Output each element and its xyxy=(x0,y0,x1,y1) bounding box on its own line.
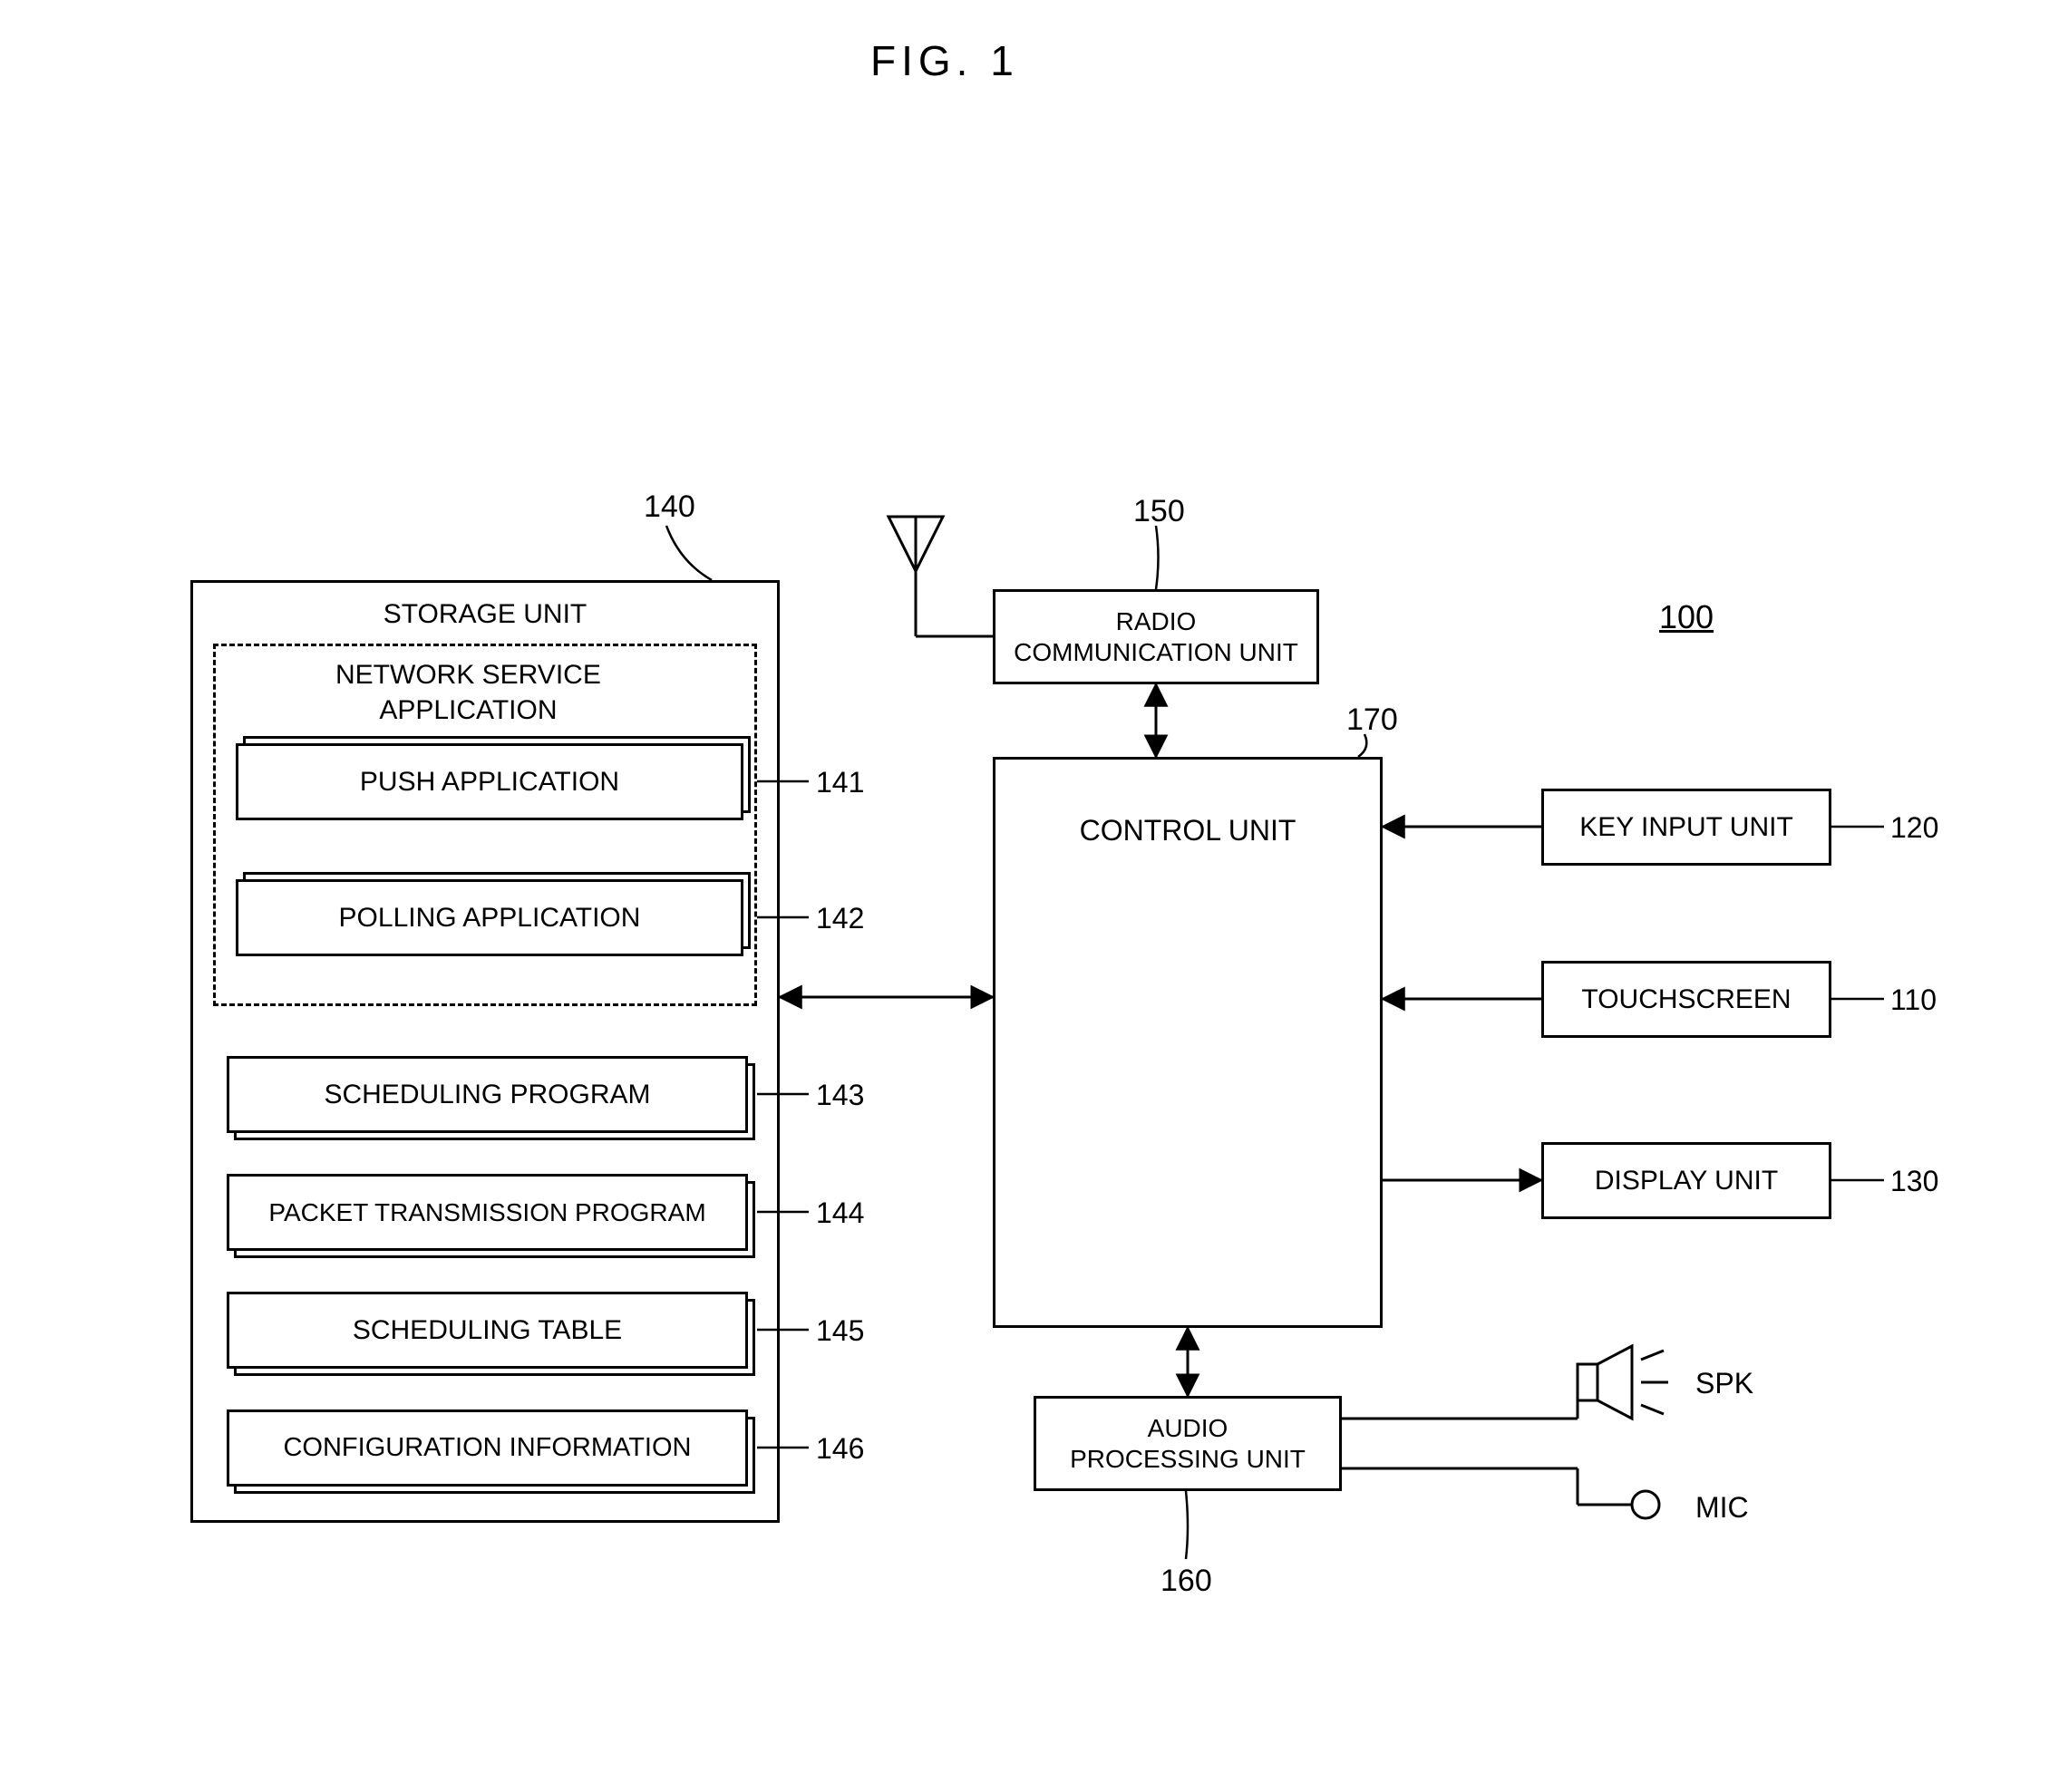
push-ref: 141 xyxy=(816,766,864,799)
polling-ref: 142 xyxy=(816,902,864,935)
scheduling-program-label: SCHEDULING PROGRAM xyxy=(324,1080,650,1110)
display-unit-label: DISPLAY UNIT xyxy=(1595,1166,1778,1196)
display-unit-box: DISPLAY UNIT xyxy=(1541,1142,1831,1219)
control-unit-box: CONTROL UNIT xyxy=(993,757,1383,1328)
main-ref-100: 100 xyxy=(1659,598,1714,636)
storage-unit-title: STORAGE UNIT xyxy=(384,599,587,630)
config-info-label: CONFIGURATION INFORMATION xyxy=(283,1433,691,1463)
scheduling-table-box: SCHEDULING TABLE xyxy=(227,1292,748,1369)
radio-communication-unit-box: RADIO COMMUNICATION UNIT xyxy=(993,589,1319,684)
config-ref: 146 xyxy=(816,1432,864,1466)
audio-ref: 160 xyxy=(1160,1564,1212,1599)
key-input-label: KEY INPUT UNIT xyxy=(1579,812,1793,843)
sched-table-ref: 145 xyxy=(816,1314,864,1348)
mic-label: MIC xyxy=(1695,1491,1749,1525)
configuration-information-box: CONFIGURATION INFORMATION xyxy=(227,1409,748,1487)
sched-prog-ref: 143 xyxy=(816,1079,864,1112)
storage-unit-ref: 140 xyxy=(644,489,695,525)
touchscreen-ref: 110 xyxy=(1890,983,1937,1017)
packet-tx-label: PACKET TRANSMISSION PROGRAM xyxy=(268,1198,705,1227)
control-ref: 170 xyxy=(1346,702,1398,738)
packet-transmission-program-box: PACKET TRANSMISSION PROGRAM xyxy=(227,1174,748,1251)
control-unit-label: CONTROL UNIT xyxy=(1080,814,1296,848)
figure-title: FIG. 1 xyxy=(870,36,1019,85)
scheduling-table-label: SCHEDULING TABLE xyxy=(353,1315,622,1346)
radio-label: RADIO COMMUNICATION UNIT xyxy=(1014,606,1298,667)
push-application-label: PUSH APPLICATION xyxy=(360,767,619,798)
pkt-tx-ref: 144 xyxy=(816,1196,864,1230)
radio-ref: 150 xyxy=(1133,494,1185,529)
speaker-icon xyxy=(1578,1346,1668,1419)
nsa-title: NETWORK SERVICE APPLICATION xyxy=(335,657,601,728)
key-input-unit-box: KEY INPUT UNIT xyxy=(1541,789,1831,866)
polling-application-label: POLLING APPLICATION xyxy=(339,903,641,934)
scheduling-program-box: SCHEDULING PROGRAM xyxy=(227,1056,748,1133)
audio-label: AUDIO PROCESSING UNIT xyxy=(1070,1413,1306,1474)
touchscreen-box: TOUCHSCREEN xyxy=(1541,961,1831,1038)
display-ref: 130 xyxy=(1890,1165,1938,1198)
microphone-icon xyxy=(1578,1491,1659,1518)
spk-label: SPK xyxy=(1695,1367,1753,1400)
touchscreen-label: TOUCHSCREEN xyxy=(1581,984,1791,1015)
polling-application-box: POLLING APPLICATION xyxy=(236,879,743,956)
audio-processing-unit-box: AUDIO PROCESSING UNIT xyxy=(1034,1396,1342,1491)
key-input-ref: 120 xyxy=(1890,811,1938,845)
push-application-box: PUSH APPLICATION xyxy=(236,743,743,820)
